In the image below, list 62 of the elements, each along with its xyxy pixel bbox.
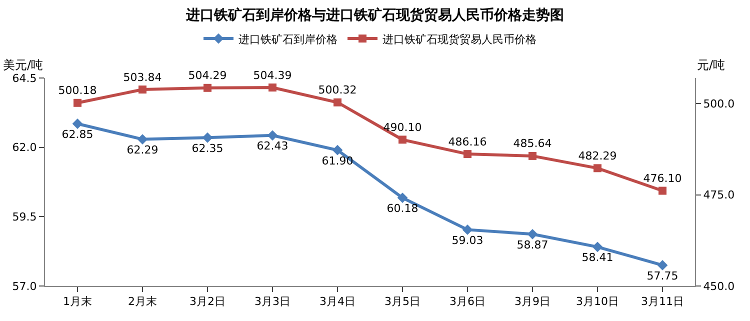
point [658,186,666,195]
data-label: 486.16 [448,135,487,148]
data-label: 60.18 [386,202,418,216]
x-tick-label: 2月末 [128,295,157,308]
point [202,132,213,143]
point [334,98,342,106]
point [138,86,146,94]
point [464,150,472,158]
data-label: 490.10 [383,120,422,134]
x-tick-label: 3月2日 [190,295,226,308]
point [657,260,668,270]
data-label: 62.29 [126,144,158,157]
data-label: 62.43 [256,140,288,153]
data-label: 62.35 [192,142,224,155]
point [268,84,276,92]
x-tick-label: 3月9日 [514,295,550,308]
legend-label: 进口铁矿石现货贸易人民币价格 [382,32,536,46]
x-tick-label: 3月3日 [254,295,290,308]
y-tick-label: 64.5 [12,72,37,85]
y2-tick-label: 450.0 [703,280,735,293]
point [137,134,148,144]
data-label: 476.10 [643,172,682,186]
y-tick-label: 62.0 [12,141,37,154]
y2-tick-label: 500.0 [703,97,735,110]
y-tick-label: 59.5 [12,210,37,224]
point [528,152,536,160]
point [74,98,82,107]
point [332,144,343,156]
data-label: 58.87 [516,238,548,252]
data-label: 485.64 [513,137,552,150]
x-tick-label: 3月6日 [450,295,486,308]
x-tick-label: 3月4日 [320,295,356,308]
x-tick-label: 1月末 [63,295,92,308]
point [72,118,83,129]
y-axis-title: 美元/吨 [3,58,44,72]
data-label: 57.75 [646,269,678,282]
x-tick-label: 3月5日 [384,295,420,308]
chart-title: 进口铁矿石到岸价格与进口铁矿石现货贸易人民币价格走势图 [185,6,564,24]
data-label: 58.41 [582,251,614,264]
point [462,224,473,235]
data-label: 61.90 [322,154,354,168]
point [594,164,602,172]
x-tick-label: 3月11日 [641,295,684,308]
data-label: 503.84 [123,70,162,84]
data-label: 504.39 [253,68,292,82]
point [204,84,212,92]
data-label: 500.32 [318,84,357,97]
x-tick-label: 3月10日 [576,295,619,308]
y-tick-label: 57.0 [12,280,37,293]
y2-axis-title: 元/吨 [697,58,726,72]
point [397,192,408,204]
y2-tick-label: 475.0 [703,188,735,202]
point [398,136,406,144]
point [267,130,278,141]
data-label: 500.18 [58,84,97,98]
data-label: 59.03 [452,234,484,247]
point [527,228,538,240]
data-label: 62.85 [62,128,94,142]
point [592,242,603,252]
legend-label: 进口铁矿石到岸价格 [238,32,338,46]
data-label: 482.29 [578,149,617,162]
data-label: 504.29 [188,69,227,82]
